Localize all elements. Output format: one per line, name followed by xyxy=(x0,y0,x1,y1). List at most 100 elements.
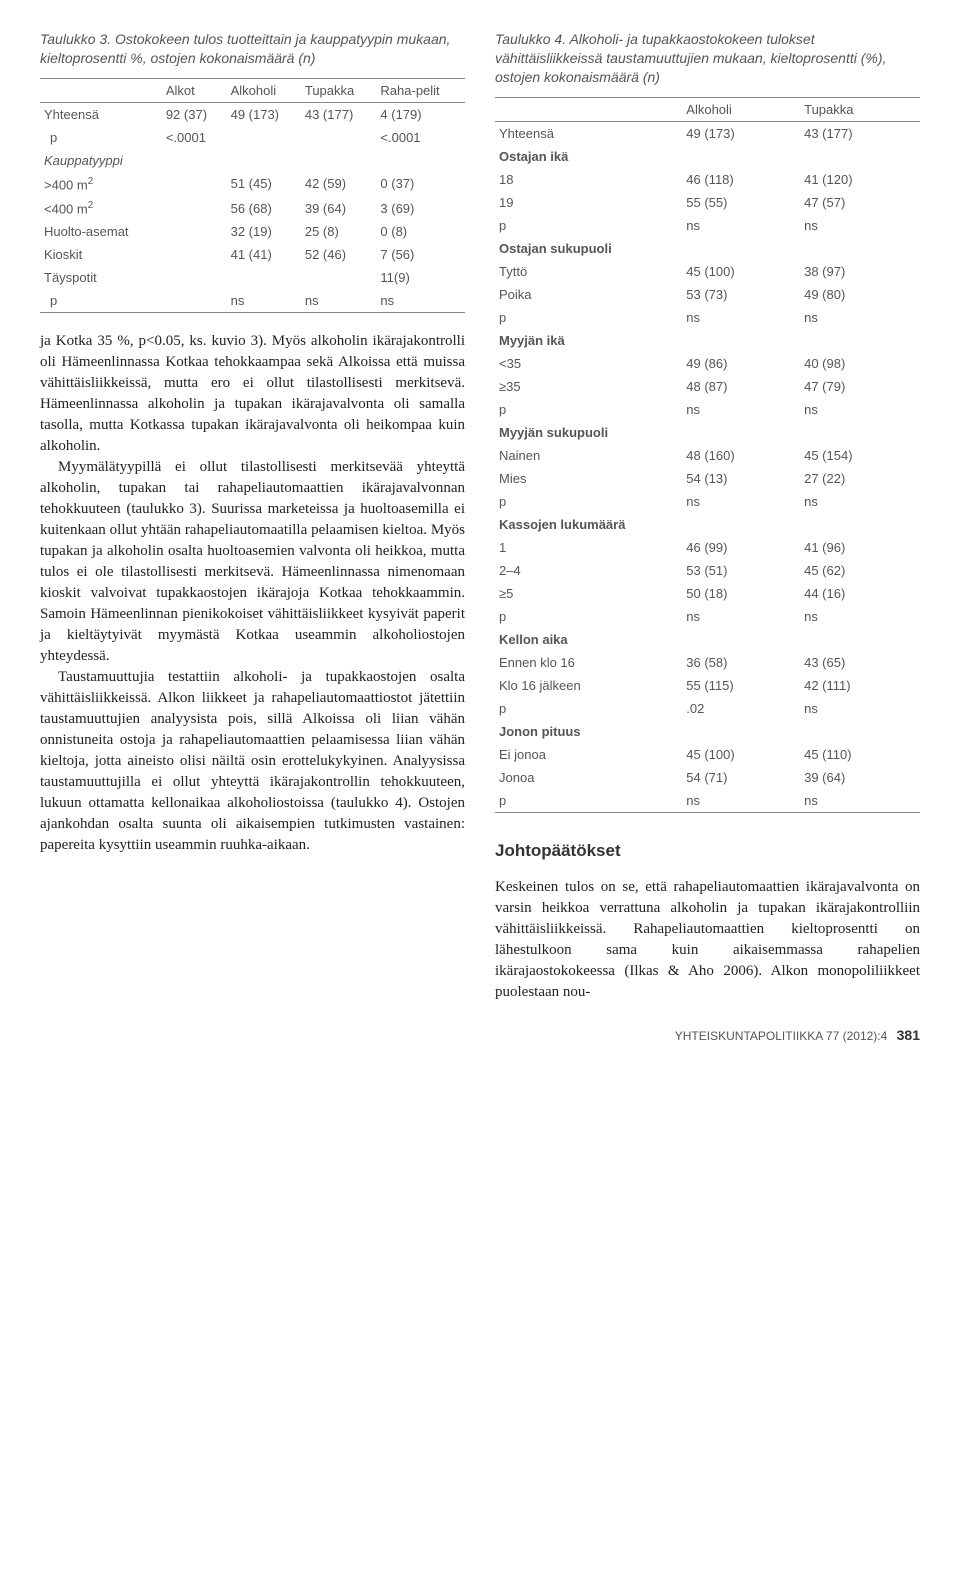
table3-h1: Alkot xyxy=(162,78,227,102)
table-cell: Mies xyxy=(495,467,682,490)
table-cell: 18 xyxy=(495,168,682,191)
table-cell: 92 (37) xyxy=(162,102,227,126)
table-cell: .02 xyxy=(682,697,800,720)
table-cell: 53 (51) xyxy=(682,559,800,582)
table-cell: 48 (160) xyxy=(682,444,800,467)
table-cell xyxy=(162,196,227,220)
table-row: pnsns xyxy=(495,490,920,513)
table-cell: 45 (100) xyxy=(682,743,800,766)
table3-h4: Raha-pelit xyxy=(376,78,465,102)
table-row: 1846 (118)41 (120) xyxy=(495,168,920,191)
table-row: pnsns xyxy=(495,605,920,628)
table-cell: p xyxy=(495,697,682,720)
table-cell: 0 (37) xyxy=(376,172,465,196)
table-row: pnsnsns xyxy=(40,289,465,313)
table4-h1: Alkoholi xyxy=(682,97,800,121)
table-cell: p xyxy=(495,398,682,421)
table-cell: Täyspotit xyxy=(40,266,162,289)
table-section-cell: Kassojen lukumäärä xyxy=(495,513,920,536)
table-row: 146 (99)41 (96) xyxy=(495,536,920,559)
table-cell: 51 (45) xyxy=(227,172,301,196)
table-row: Myyjän sukupuoli xyxy=(495,421,920,444)
table-cell: ns xyxy=(800,789,920,813)
table4-h0 xyxy=(495,97,682,121)
table-cell xyxy=(227,149,301,172)
table-cell: 45 (154) xyxy=(800,444,920,467)
table-cell xyxy=(162,149,227,172)
table-cell: 55 (55) xyxy=(682,191,800,214)
table-cell: 44 (16) xyxy=(800,582,920,605)
table-cell xyxy=(301,126,377,149)
table-cell: 45 (62) xyxy=(800,559,920,582)
table-cell: 52 (46) xyxy=(301,243,377,266)
table4: Alkoholi Tupakka Yhteensä49 (173)43 (177… xyxy=(495,97,920,813)
table3-h3: Tupakka xyxy=(301,78,377,102)
table-cell: 4 (179) xyxy=(376,102,465,126)
table-cell: ns xyxy=(682,490,800,513)
table-row: Ostajan sukupuoli xyxy=(495,237,920,260)
table-cell: 3 (69) xyxy=(376,196,465,220)
table-cell: ns xyxy=(682,789,800,813)
table-cell: 45 (110) xyxy=(800,743,920,766)
table-cell: ns xyxy=(376,289,465,313)
table-cell: 45 (100) xyxy=(682,260,800,283)
table-cell: Kauppatyyppi xyxy=(40,149,162,172)
table-row: Ei jonoa45 (100)45 (110) xyxy=(495,743,920,766)
table4-caption: Taulukko 4. Alkoholi- ja tupakkaostokoke… xyxy=(495,30,920,87)
table-cell: 54 (13) xyxy=(682,467,800,490)
table-row: Kellon aika xyxy=(495,628,920,651)
table-cell: 36 (58) xyxy=(682,651,800,674)
table-cell: 46 (118) xyxy=(682,168,800,191)
table3: Alkot Alkoholi Tupakka Raha-pelit Yhteen… xyxy=(40,78,465,314)
table-section-cell: Ostajan ikä xyxy=(495,145,920,168)
table-row: p<.0001<.0001 xyxy=(40,126,465,149)
table-section-cell: Myyjän ikä xyxy=(495,329,920,352)
table-row: Tyttö45 (100)38 (97) xyxy=(495,260,920,283)
table-row: Mies54 (13)27 (22) xyxy=(495,467,920,490)
table-cell: 49 (86) xyxy=(682,352,800,375)
table-cell xyxy=(162,220,227,243)
table-cell: <.0001 xyxy=(162,126,227,149)
table-cell: 49 (173) xyxy=(682,121,800,145)
table-cell: 53 (73) xyxy=(682,283,800,306)
table-row: pnsns xyxy=(495,789,920,813)
section-heading: Johtopäätökset xyxy=(495,841,920,861)
table-cell: Klo 16 jälkeen xyxy=(495,674,682,697)
table-row: Jonon pituus xyxy=(495,720,920,743)
table-cell: <.0001 xyxy=(376,126,465,149)
table-row: Ennen klo 1636 (58)43 (65) xyxy=(495,651,920,674)
left-para1: ja Kotka 35 %, p<0.05, ks. kuvio 3). Myö… xyxy=(40,331,465,457)
table-cell xyxy=(162,266,227,289)
table-row: pnsns xyxy=(495,398,920,421)
table-row: 2–453 (51)45 (62) xyxy=(495,559,920,582)
table-cell: Ennen klo 16 xyxy=(495,651,682,674)
table-cell: ns xyxy=(800,398,920,421)
table-row: Täyspotit 11(9) xyxy=(40,266,465,289)
table-row: Klo 16 jälkeen55 (115)42 (111) xyxy=(495,674,920,697)
table-cell: 11(9) xyxy=(376,266,465,289)
table-cell: 40 (98) xyxy=(800,352,920,375)
table-cell: 55 (115) xyxy=(682,674,800,697)
table-cell: p xyxy=(495,490,682,513)
table-cell: ns xyxy=(227,289,301,313)
table-row: ≥3548 (87)47 (79) xyxy=(495,375,920,398)
table-cell: ns xyxy=(682,398,800,421)
table-row: Kauppatyyppi xyxy=(40,149,465,172)
table-cell xyxy=(301,266,377,289)
table-cell: 27 (22) xyxy=(800,467,920,490)
table-row: Huolto-asemat32 (19)25 (8)0 (8) xyxy=(40,220,465,243)
table4-h2: Tupakka xyxy=(800,97,920,121)
table-row: Yhteensä49 (173)43 (177) xyxy=(495,121,920,145)
table-cell: 41 (96) xyxy=(800,536,920,559)
table-cell: ns xyxy=(800,214,920,237)
table-cell xyxy=(162,289,227,313)
left-para3: Taustamuuttujia testattiin alkoholi- ja … xyxy=(40,667,465,856)
table-cell: 47 (79) xyxy=(800,375,920,398)
table-cell xyxy=(301,149,377,172)
table-section-cell: Ostajan sukupuoli xyxy=(495,237,920,260)
table-cell: Poika xyxy=(495,283,682,306)
table-cell: 41 (41) xyxy=(227,243,301,266)
table-cell: >400 m2 xyxy=(40,172,162,196)
table3-h2: Alkoholi xyxy=(227,78,301,102)
table-cell: ns xyxy=(301,289,377,313)
